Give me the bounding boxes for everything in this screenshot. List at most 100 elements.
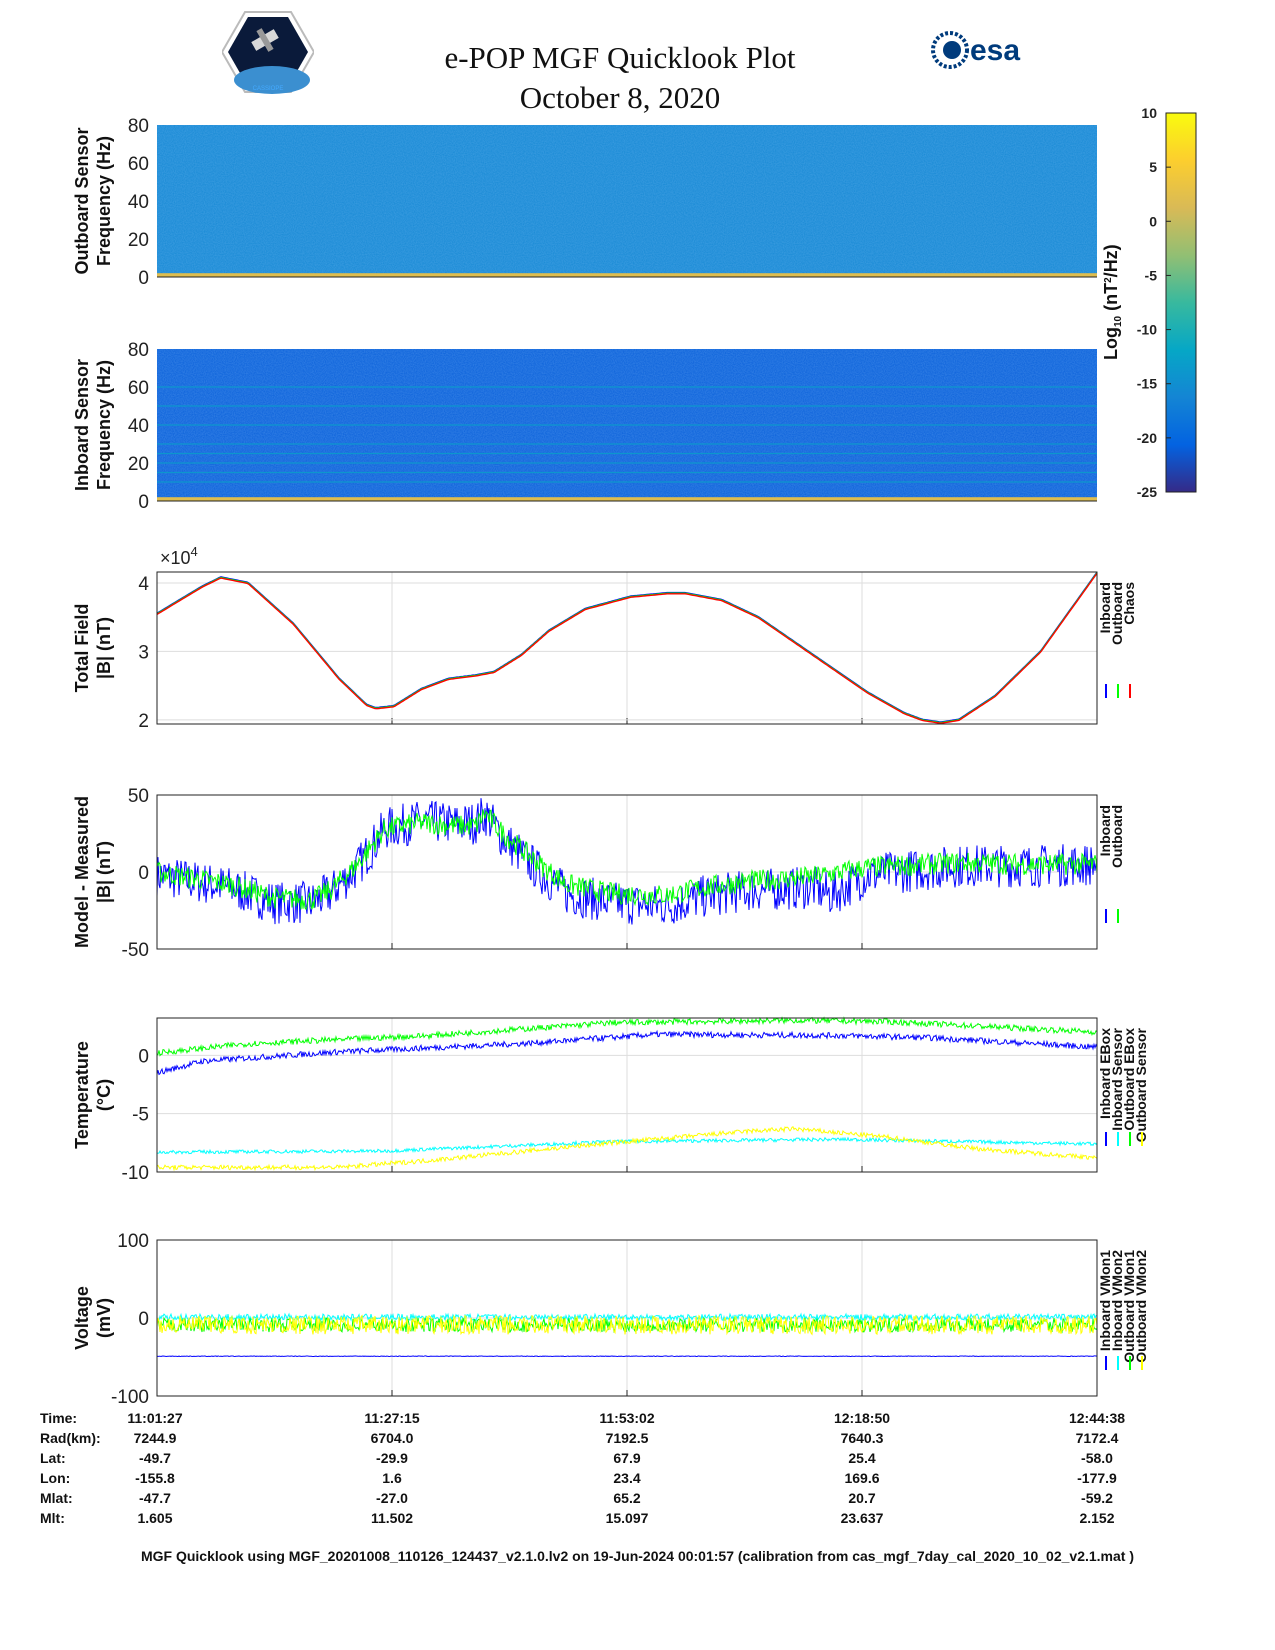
- y-tick-label: 40: [128, 192, 149, 213]
- orbit-value: 67.9: [613, 1450, 641, 1466]
- legend-label: Inboard EBox: [1097, 1028, 1113, 1119]
- y-tick-label: 20: [128, 230, 149, 251]
- orbit-value: -49.7: [139, 1450, 171, 1466]
- y-axis-label: Inboard Sensor Frequency (Hz): [72, 359, 114, 491]
- orbit-row: Lat: -49.7 -29.9 67.9 25.4 -58.0: [0, 1450, 1275, 1470]
- low-frequency-band: [157, 497, 1097, 501]
- orbit-row: Lon: -155.8 1.6 23.4 169.6 -177.9: [0, 1470, 1275, 1490]
- y-tick-label: 60: [128, 378, 149, 399]
- orbit-value: 11:27:15: [364, 1410, 420, 1426]
- orbit-value: 12:44:38: [1068, 1410, 1126, 1426]
- orbit-row-label: Rad(km):: [40, 1430, 101, 1446]
- colorbar-tick-label: -10: [1137, 322, 1157, 338]
- series-band-inboard-vmon1: [156, 1355, 1098, 1358]
- y-axis-label: Outboard Sensor Frequency (Hz): [72, 127, 114, 274]
- orbit-row: Time: 11:01:27 11:27:15 11:53:02 12:18:50 12:…: [0, 1410, 1275, 1430]
- low-frequency-band: [157, 273, 1097, 277]
- y-tick-label: 0: [138, 1046, 149, 1067]
- logo-left-text: CASSIOPE: [253, 86, 284, 92]
- y-tick-label: 4: [138, 574, 149, 595]
- y-tick-label: 60: [128, 154, 149, 175]
- legend-label: Outboard VMon1: [1121, 1250, 1137, 1363]
- series-band-outboard-ebox: [156, 1016, 1098, 1057]
- orbit-value: 169.6: [844, 1470, 880, 1486]
- series-group: [156, 1312, 1098, 1358]
- legend-label: Inboard VMon2: [1109, 1250, 1125, 1351]
- y-tick-label: -50: [122, 940, 149, 961]
- orbit-value: -177.9: [1077, 1470, 1117, 1486]
- orbit-value: 23.637: [840, 1510, 884, 1526]
- y-tick-label: -100: [111, 1387, 149, 1408]
- orbit-row: Rad(km): 7244.9 6704.0 7192.5 7640.3 7172.4: [0, 1430, 1275, 1450]
- legend-label: Outboard VMon2: [1133, 1250, 1149, 1363]
- y-tick-label: 80: [128, 116, 149, 137]
- y-tick-label: 20: [128, 454, 149, 475]
- orbit-value: 11.502: [370, 1510, 414, 1526]
- y-tick-label: 2: [138, 711, 149, 732]
- y-tick-label: -10: [122, 1163, 149, 1184]
- colorbar-tick-label: -20: [1137, 430, 1157, 446]
- series-band-inboard-ebox: [156, 1029, 1098, 1076]
- colorbar-tick-label: 10: [1141, 105, 1157, 121]
- colorbar-tick-label: 5: [1149, 159, 1157, 175]
- y-axis-label: Total Field |B| (nT): [72, 604, 114, 693]
- axis-multiplier: ×104: [160, 544, 198, 568]
- orbit-value: 20.7: [848, 1490, 876, 1506]
- series-group: [156, 1016, 1098, 1172]
- orbit-value: 15.097: [605, 1510, 649, 1526]
- title-text: e-POP MGF Quicklook Plot: [444, 40, 796, 75]
- orbit-value: 7640.3: [840, 1430, 884, 1446]
- colorbar: 10 5 0 -5 -10 -15 -20 -25 Log10 (nT2/Hz): [1101, 105, 1197, 500]
- orbit-row-label: Mlat:: [40, 1490, 73, 1506]
- footer-caption: MGF Quicklook using MGF_20201008_110126_…: [140, 1548, 1134, 1564]
- orbit-row-label: Time:: [40, 1410, 78, 1426]
- y-tick-label: 100: [117, 1231, 149, 1252]
- orbit-value: 65.2: [613, 1490, 641, 1506]
- spectrogram-noise: [157, 125, 1097, 277]
- orbit-value: 6704.0: [370, 1430, 414, 1446]
- y-tick-label: 40: [128, 416, 149, 437]
- orbit-value: -155.8: [135, 1470, 175, 1486]
- series-band-inboard-vmon2: [156, 1312, 1098, 1323]
- orbit-value: 11:01:27: [127, 1410, 183, 1426]
- esa-logo: esa: [931, 31, 1020, 69]
- orbit-row: Mlt: 1.605 11.502 15.097 23.637 2.152: [0, 1510, 1275, 1530]
- y-tick-label: 0: [138, 268, 149, 289]
- plot-border: [156, 1239, 1098, 1397]
- outboard-spectrogram-panel: 0 20 40 60 80 Outboard Sensor Frequency (Hz): [72, 116, 1097, 289]
- orbit-value: -47.7: [139, 1490, 171, 1506]
- legend-label: Outboard EBox: [1121, 1028, 1137, 1131]
- legend-label: Chaos: [1121, 582, 1137, 625]
- orbit-value: 7192.5: [605, 1430, 649, 1446]
- inboard-spectrogram-panel: 0 20 40 60 80 Inboard Sensor Frequency (Hz): [72, 340, 1097, 513]
- orbit-value: 1.6: [382, 1470, 402, 1486]
- date-text: October 8, 2020: [519, 80, 721, 115]
- orbit-value: 25.4: [848, 1450, 876, 1466]
- orbit-value: -27.0: [376, 1490, 408, 1506]
- y-tick-label: 80: [128, 340, 149, 361]
- orbit-value: 7172.4: [1075, 1430, 1119, 1446]
- logo-right-text: esa: [970, 34, 1020, 67]
- orbit-value: 11:53:02: [599, 1410, 655, 1426]
- y-tick-label: 0: [138, 863, 149, 884]
- orbit-row-label: Lat:: [40, 1450, 66, 1466]
- y-tick-label: 50: [128, 786, 149, 807]
- series-group: [156, 798, 1098, 925]
- orbit-info-table: Time: 11:01:27 11:27:15 11:53:02 12:18:50 12:…: [0, 1410, 1275, 1530]
- plot-border: [156, 1017, 1098, 1173]
- plot-border: [156, 794, 1098, 950]
- orbit-value: -29.9: [376, 1450, 408, 1466]
- series-line-chaos: [156, 572, 1098, 724]
- y-axis-label: Voltage (mV): [72, 1286, 114, 1350]
- legend-label: Inboard Sensor: [1109, 1027, 1125, 1130]
- y-tick-label: 0: [138, 1309, 149, 1330]
- legend-label: Inboard VMon1: [1097, 1250, 1113, 1351]
- legend-label: Outboard: [1109, 805, 1125, 868]
- legend-label: Outboard: [1109, 582, 1125, 645]
- legend-label: Inboard: [1097, 582, 1113, 633]
- legend-label: Inboard: [1097, 805, 1113, 856]
- colorbar-tick-label: -25: [1137, 484, 1157, 500]
